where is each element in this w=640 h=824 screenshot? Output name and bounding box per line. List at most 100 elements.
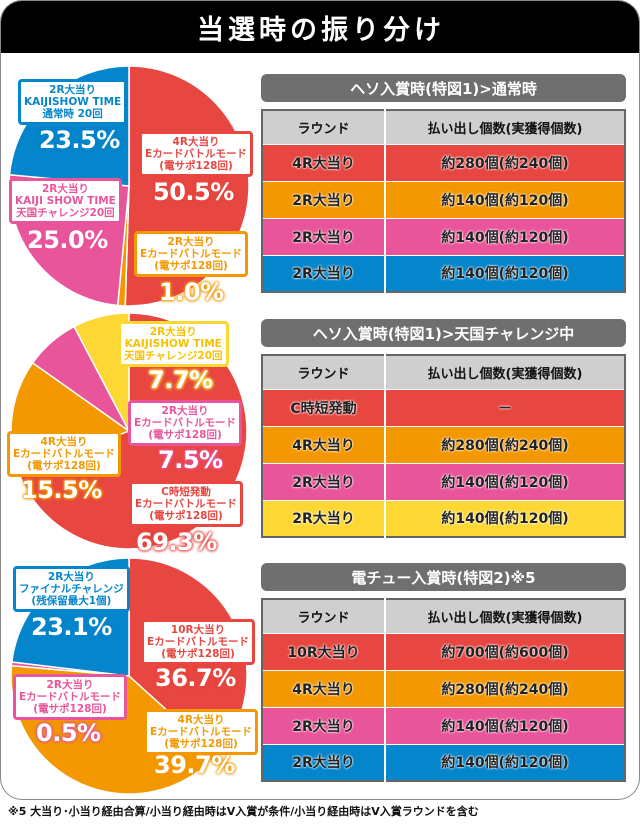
label-line: 2R大当り [161,405,209,417]
pie2-pct-yellow: 7.7% [148,366,213,394]
label-line: (電サポ128回) [149,510,223,522]
table-row: 2R大当り 約140個(約120個) [262,743,625,781]
cell-payout: 約280個(約240個) [385,425,625,463]
pie1-label-pink: 2R大当り KAIJI SHOW TIME 天国チャレンジ20回 [9,178,122,224]
label-line: ファイナルチャレンジ [19,583,124,595]
col-round: ラウンド [262,355,386,389]
table-row: 2R大当り 約140個(約120個) [262,706,625,744]
cell-round: 4R大当り [262,425,386,463]
pie2-pct-red: 69.3% [136,528,217,556]
cell-payout: 約140個(約120個) [385,499,625,537]
pie1-pct-pink: 25.0% [27,226,108,254]
payout-table: ラウンド 払い出し個数(実獲得個数) 10R大当り 約700個(約600個) 4… [261,598,626,782]
cell-round: 4R大当り [262,669,386,707]
pie-chart-electric: 2R大当り ファイナルチャレンジ (残保留最大1個) 23.1% 10R大当り … [1,551,263,796]
page-title: 当選時の振り分け [197,14,445,46]
payout-table: ラウンド 払い出し個数(実獲得個数) C時短発動 － 4R大当り 約280個(約… [261,354,626,538]
cell-payout: 約140個(約120個) [385,462,625,500]
label-line: C時短発動 [161,486,211,498]
table-row: 2R大当り 約140個(約120個) [262,180,625,218]
pie2-pct-pink: 7.5% [158,446,223,474]
pie2-label-yellow: 2R大当り KAIJISHOW TIME 天国チャレンジ20回 [118,321,229,367]
label-line: (電サポ128回) [27,460,101,472]
footnote: ※5 大当り･小当り経由合算/小当り経由時はV入賞が条件/小当り経由時はV入賞ラ… [8,805,479,818]
pie3-pct-pink: 0.5% [36,719,101,747]
label-line: 10R大当り [170,624,226,636]
label-line: Eカードバトルモード [147,636,249,648]
col-payout: 払い出し個数(実獲得個数) [385,599,625,633]
cell-payout: 約280個(約240個) [385,669,625,707]
pie3-label-orange: 4R大当り Eカードバトルモード (電サポ128回) [144,709,258,755]
cell-payout: 約140個(約120個) [385,254,625,292]
label-line: 2R大当り [47,571,95,583]
pie2-pct-orange: 15.5% [21,476,102,504]
table-section-heaven: ヘソ入賞時(特図1)>天国チャレンジ中 ラウンド 払い出し個数(実獲得個数) C… [261,319,626,538]
cell-round: C時短発動 [262,388,386,426]
label-line: 2R大当り [41,183,89,195]
pie-chart-heaven: 2R大当り KAIJISHOW TIME 天国チャレンジ20回 7.7% 2R大… [1,306,263,556]
pie1-label-red: 4R大当り Eカードバトルモード (電サポ128回) [139,131,253,177]
pie3-pct-red: 36.7% [155,664,236,692]
label-line: Eカードバトルモード [134,417,236,429]
main-frame: 当選時の振り分け 2R大当り KAIJISHOW TIME 通常時 20回 23… [0,0,640,800]
table-section-normal: ヘソ入賞時(特図1)>通常時 ラウンド 払い出し個数(実獲得個数) 4R大当り … [261,74,626,293]
pie1-label-blue: 2R大当り KAIJISHOW TIME 通常時 20回 [18,79,128,125]
cell-round: 2R大当り [262,180,386,218]
pie-slice [73,312,130,432]
section-title: ヘソ入賞時(特図1)>通常時 [261,74,626,102]
label-line: Eカードバトルモード [13,448,115,460]
label-line: Eカードバトルモード [19,691,121,703]
cell-round: 2R大当り [262,217,386,255]
section-title: 電チュー入賞時(特図2)※5 [261,563,626,591]
pie-chart-normal: 2R大当り KAIJISHOW TIME 通常時 20回 23.5% 4R大当り… [1,61,263,306]
label-line: Eカードバトルモード [135,498,237,510]
table-row: 4R大当り 約280個(約240個) [262,425,625,463]
label-line: 4R大当り [172,136,220,148]
label-line: Eカードバトルモード [140,248,242,260]
label-line: 天国チャレンジ20回 [124,350,223,362]
pie1-pct-orange: 1.0% [159,278,224,306]
label-line: 天国チャレンジ20回 [16,207,115,219]
table-header-row: ラウンド 払い出し個数(実獲得個数) [262,110,625,144]
cell-round: 10R大当り [262,632,386,670]
table-row: 10R大当り 約700個(約600個) [262,632,625,670]
table-header-row: ラウンド 払い出し個数(実獲得個数) [262,355,625,389]
table-row: 2R大当り 約140個(約120個) [262,254,625,292]
table-row: 4R大当り 約280個(約240個) [262,669,625,707]
title-bar: 当選時の振り分け [1,1,639,53]
table-row: 2R大当り 約140個(約120個) [262,462,625,500]
col-payout: 払い出し個数(実獲得個数) [385,355,625,389]
label-line: (電サポ128回) [164,738,238,750]
table-row: C時短発動 － [262,388,625,426]
pie1-label-orange: 2R大当り Eカードバトルモード (電サポ128回) [134,231,248,277]
cell-payout: 約140個(約120個) [385,706,625,744]
pie1-pct-red: 50.5% [153,178,234,206]
table-row: 2R大当り 約140個(約120個) [262,499,625,537]
label-line: KAIJI SHOW TIME [15,195,116,207]
section-title: ヘソ入賞時(特図1)>天国チャレンジ中 [261,319,626,347]
cell-payout: 約700個(約600個) [385,632,625,670]
label-line: KAIJISHOW TIME [24,96,122,108]
table-row: 4R大当り 約280個(約240個) [262,143,625,181]
cell-round: 4R大当り [262,143,386,181]
label-line: 4R大当り [177,714,225,726]
col-payout: 払い出し個数(実獲得個数) [385,110,625,144]
cell-round: 2R大当り [262,743,386,781]
label-line: 2R大当り [49,84,97,96]
label-line: 通常時 20回 [42,108,103,120]
pie3-pct-orange: 39.7% [154,751,235,779]
cell-payout: 約140個(約120個) [385,217,625,255]
label-line: (電サポ128回) [161,648,235,660]
pie1-pct-blue: 23.5% [39,126,120,154]
table-header-row: ラウンド 払い出し個数(実獲得個数) [262,599,625,633]
table-section-electric: 電チュー入賞時(特図2)※5 ラウンド 払い出し個数(実獲得個数) 10R大当り… [261,563,626,782]
pie3-label-blue: 2R大当り ファイナルチャレンジ (残保留最大1個) [13,566,130,612]
cell-payout: － [385,388,625,426]
cell-payout: 約280個(約240個) [385,143,625,181]
pie3-label-pink: 2R大当り Eカードバトルモード (電サポ128回) [13,674,127,720]
cell-payout: 約140個(約120個) [385,180,625,218]
label-line: 2R大当り [149,326,197,338]
cell-round: 2R大当り [262,462,386,500]
pie3-label-red: 10R大当り Eカードバトルモード (電サポ128回) [141,619,255,665]
pie3-pct-blue: 23.1% [31,613,112,641]
